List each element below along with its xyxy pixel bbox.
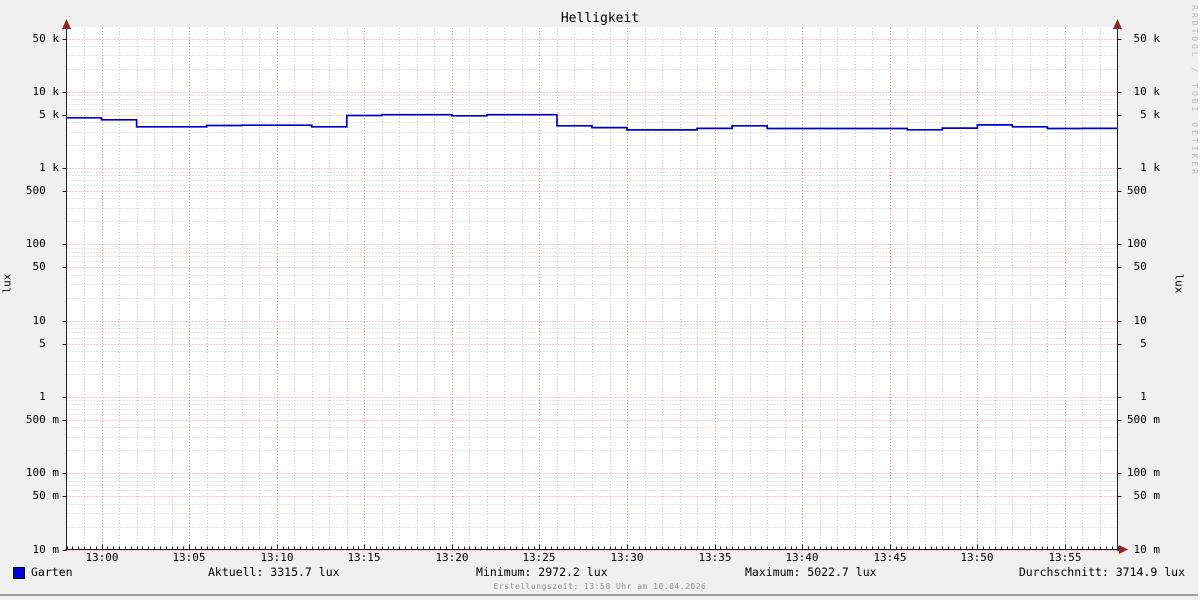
y-axis-label-left: 50 k [32,32,60,45]
y-axis-label-right: 500 m [1126,413,1160,426]
y-axis-label-left: 10 k [32,85,60,98]
y-axis-label-right: 5 k [1140,108,1160,121]
y-axis-label-right: 10 m [1133,543,1161,556]
y-axis-label-left: 50 m [32,489,60,502]
y-axis-label-right: 50 [1133,260,1160,273]
y-axis-label-left: 5 [39,337,59,350]
y-axis-label-right: 100 [1126,237,1160,250]
stat-maximum: Maximum: 5022.7 lux [745,565,877,579]
y-axis-label-left: 500 [25,184,59,197]
x-axis-label: 13:50 [960,551,994,564]
y-axis-label-right: 1 [1140,390,1160,403]
y-axis-label-left: 100 [25,237,59,250]
x-axis-label: 13:45 [873,551,907,564]
x-axis-label: 13:40 [785,551,819,564]
y-axis-label-right: 5 [1140,337,1160,350]
y-axis-label-right: 100 m [1126,466,1160,479]
x-axis-label: 13:35 [698,551,732,564]
y-axis-label-left: 1 k [39,161,59,174]
legend: Garten Aktuell: 3315.7 lux Minimum: 2972… [0,565,1200,581]
chart-title: Helligkeit [560,11,640,26]
y-axis-label-left: 100 m [25,466,59,479]
y-axis-label-right: 500 [1126,184,1160,197]
y-axis-label-left: 500 m [25,413,59,426]
series-color-swatch [13,567,25,579]
y-axis-label-right: 1 k [1140,161,1160,174]
x-axis-label: 13:05 [172,551,206,564]
y-axis-label-right: 10 k [1133,85,1161,98]
y-axis-label-right: 50 m [1133,489,1161,502]
rrdtool-watermark: RRDTOOL / TOBI OETIKER [1190,5,1199,177]
y-axis-label-right: 10 [1133,314,1160,327]
bottom-border [0,594,1200,596]
x-axis-label: 13:25 [522,551,556,564]
stat-aktuell: Aktuell: 3315.7 lux [208,565,340,579]
y-axis-label-left: 10 [32,314,59,327]
right-border [1198,0,1200,600]
x-axis-label: 13:55 [1048,551,1082,564]
x-axis-label: 13:10 [260,551,294,564]
x-axis-label: 13:15 [347,551,381,564]
y-axis-label-left: 5 k [39,108,59,121]
x-axis-label: 13:30 [610,551,644,564]
x-axis-label: 13:00 [85,551,119,564]
creation-time: Erstellungszeit: 13:58 Uhr am 10.04.2026 [493,582,707,591]
y-axis-label-left: 10 m [32,543,60,556]
y-axis-label-right: 50 k [1133,32,1161,45]
y-axis-label-left: 50 [32,260,59,273]
stat-minimum: Minimum: 2972.2 lux [476,565,608,579]
x-axis-label: 13:20 [435,551,469,564]
stat-durchschnitt: Durchschnitt: 3714.9 lux [1018,565,1185,579]
series-label: Garten [31,565,73,579]
y-axis-label-left: 1 [39,390,59,403]
